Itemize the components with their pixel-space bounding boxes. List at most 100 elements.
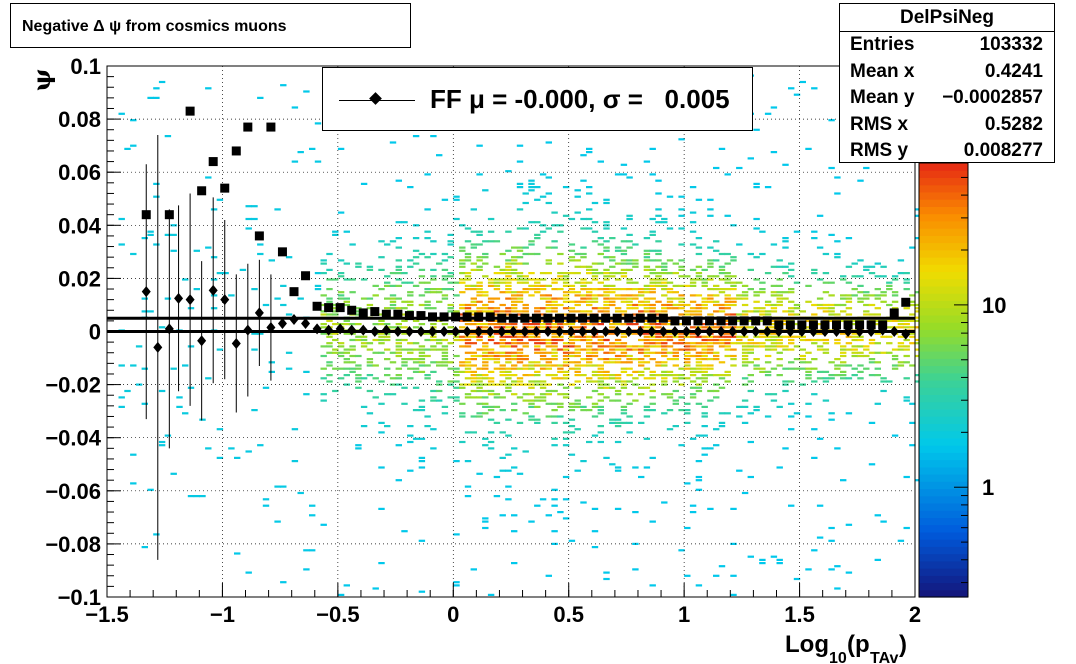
heatmap-cell (713, 444, 720, 447)
heatmap-cell (534, 405, 541, 408)
heatmap-cell (551, 498, 558, 501)
heatmap-cell (534, 383, 541, 386)
heatmap-cell (574, 364, 581, 367)
heatmap-cell (788, 361, 795, 364)
heatmap-cell (343, 584, 350, 587)
heatmap-cell (701, 412, 708, 415)
heatmap-cell (845, 281, 853, 284)
heatmap-cell (724, 380, 731, 383)
heatmap-cell (672, 303, 679, 307)
svg-text:(p: (p (847, 631, 870, 658)
heatmap-cell (626, 374, 633, 377)
heatmap-cell (603, 256, 610, 259)
heatmap-cell (326, 278, 333, 281)
heatmap-cell (170, 233, 177, 236)
heatmap-cell (793, 281, 801, 284)
heatmap-cell (805, 284, 812, 287)
heatmap-cell (701, 268, 708, 271)
heatmap-cell (528, 399, 535, 402)
heatmap-cell (770, 326, 778, 329)
heatmap-cell (764, 313, 772, 316)
heatmap-cell (539, 393, 547, 396)
heatmap-cell (366, 297, 374, 300)
heatmap-cell (493, 495, 501, 498)
heatmap-cell (147, 96, 154, 99)
heatmap-cell (782, 447, 789, 450)
data-point-diamond (416, 326, 426, 337)
heatmap-cell (436, 342, 443, 345)
heatmap-cell (234, 456, 241, 459)
heatmap-cell (816, 214, 824, 217)
heatmap-cell (545, 415, 552, 418)
heatmap-cell (776, 335, 783, 338)
heatmap-cell (522, 342, 529, 345)
heatmap-cell (228, 294, 235, 297)
heatmap-cell (320, 310, 327, 313)
heatmap-cell (493, 383, 501, 386)
heatmap-cell (770, 555, 778, 558)
heatmap-cell (545, 514, 552, 517)
heatmap-cell (505, 383, 512, 386)
heatmap-cell (903, 288, 910, 291)
heatmap-cell (649, 230, 656, 233)
heatmap-cell (534, 221, 541, 224)
heatmap-cell (389, 297, 397, 300)
heatmap-cell (741, 335, 749, 338)
heatmap-cell (840, 345, 847, 348)
colorbar-segment (919, 539, 968, 547)
heatmap-cell (511, 300, 518, 303)
heatmap-cell (614, 310, 622, 313)
heatmap-cell (782, 246, 789, 249)
heatmap-cell (470, 364, 477, 367)
heatmap-cell (545, 338, 552, 342)
heatmap-cell (562, 498, 570, 501)
heatmap-cell (499, 252, 506, 256)
heatmap-cell (557, 405, 564, 408)
heatmap-cell (811, 237, 818, 240)
heatmap-cell (718, 386, 726, 389)
heatmap-cell (816, 307, 824, 310)
heatmap-cell (741, 351, 749, 354)
heatmap-cell (649, 288, 656, 291)
heatmap-cell (372, 396, 379, 399)
heatmap-cell (603, 297, 610, 300)
heatmap-cell (511, 345, 518, 348)
heatmap-cell (880, 335, 887, 338)
heatmap-cell (868, 374, 876, 377)
heatmap-cell (909, 313, 916, 316)
heatmap-cell (788, 291, 795, 294)
heatmap-cell (366, 358, 374, 361)
heatmap-cell (655, 278, 662, 281)
heatmap-cell (539, 319, 547, 322)
heatmap-cell (626, 367, 633, 370)
x-tick-label: −1 (210, 602, 235, 627)
heatmap-cell (770, 345, 778, 348)
heatmap-cell (141, 367, 148, 370)
heatmap-cell (764, 303, 772, 307)
heatmap-cell (695, 335, 703, 338)
heatmap-cell (707, 358, 714, 361)
heatmap-cell (528, 278, 535, 281)
heatmap-cell (568, 291, 576, 294)
heatmap-cell (534, 307, 541, 310)
heatmap-cell (574, 386, 581, 389)
heatmap-cell (424, 230, 431, 233)
heatmap-cell (638, 291, 645, 294)
heatmap-cell (580, 335, 587, 338)
heatmap-cell (609, 275, 616, 278)
heatmap-cell (822, 303, 830, 307)
heatmap-cell (643, 345, 651, 348)
heatmap-cell (891, 291, 899, 294)
heatmap-cell (724, 348, 731, 351)
heatmap-cell (915, 374, 922, 377)
colorbar-segment (919, 459, 968, 468)
heatmap-cell (441, 268, 449, 271)
heatmap-cell (511, 409, 518, 412)
heatmap-cell (678, 243, 685, 246)
heatmap-cell (684, 342, 691, 345)
heatmap-cell (845, 412, 853, 415)
heatmap-cell (868, 338, 876, 342)
heatmap-cell (799, 354, 806, 358)
heatmap-cell (678, 348, 685, 351)
heatmap-cell (534, 361, 541, 364)
